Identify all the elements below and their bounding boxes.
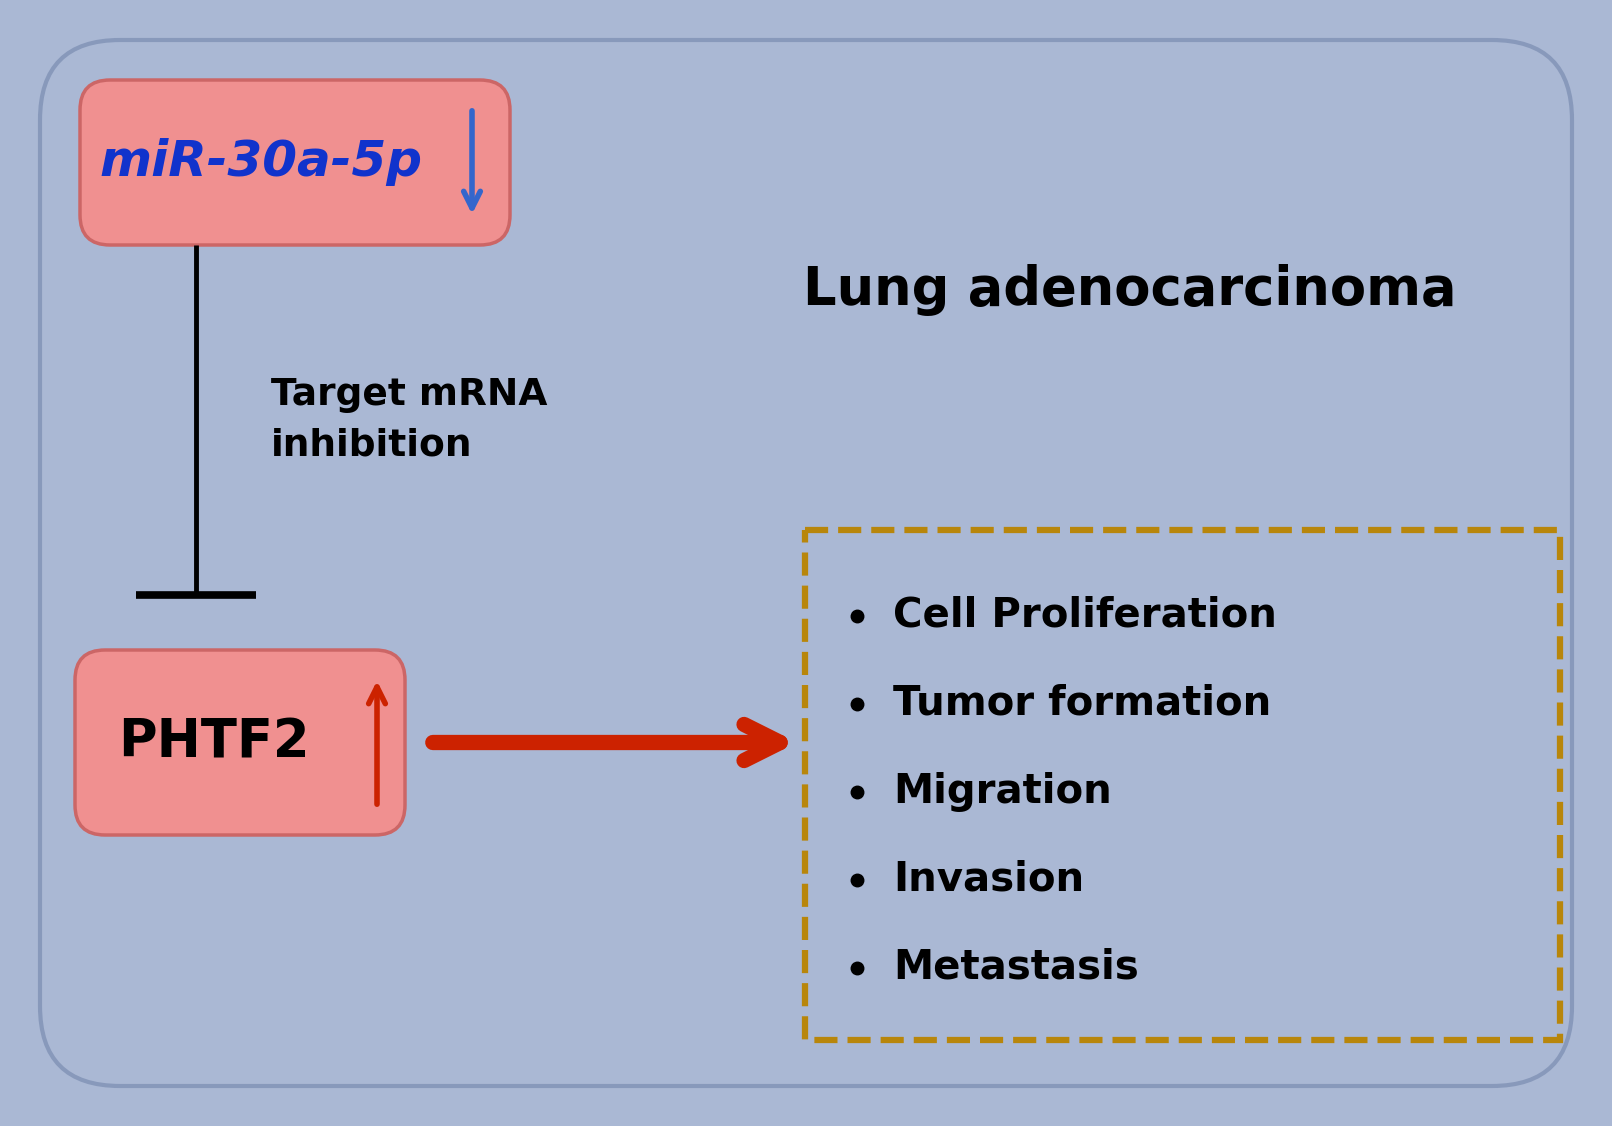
Bar: [804, 530, 1560, 1040]
FancyBboxPatch shape: [81, 80, 509, 245]
Text: Target mRNA
inhibition: Target mRNA inhibition: [271, 377, 548, 463]
Text: Tumor formation: Tumor formation: [893, 683, 1272, 724]
Text: Metastasis: Metastasis: [893, 948, 1138, 988]
Text: Invasion: Invasion: [893, 860, 1085, 900]
FancyBboxPatch shape: [40, 41, 1572, 1085]
Text: miR-30a-5p: miR-30a-5p: [98, 138, 422, 187]
Text: Migration: Migration: [893, 771, 1112, 812]
FancyBboxPatch shape: [76, 650, 405, 835]
Text: PHTF2: PHTF2: [118, 716, 310, 769]
Text: Lung adenocarcinoma: Lung adenocarcinoma: [803, 263, 1457, 316]
Text: Cell Proliferation: Cell Proliferation: [893, 596, 1277, 636]
